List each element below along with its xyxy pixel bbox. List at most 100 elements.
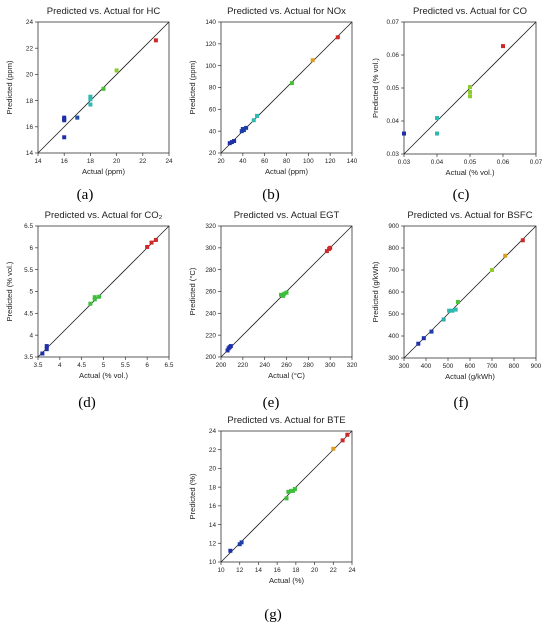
data-point [239,540,244,545]
x-tick-label: 220 [237,362,248,369]
y-axis-label: Predicted (g/kWh) [371,261,380,322]
data-point [501,44,505,49]
x-tick-label: 3.5 [34,362,43,369]
x-tick-label: 20 [311,567,319,574]
caption-f: (f) [453,395,469,411]
data-point [92,297,97,302]
data-point [279,292,284,297]
y-tick-label: 120 [205,41,216,48]
x-tick-label: 300 [399,363,410,370]
data-point [282,291,287,296]
y-tick-label: 100 [205,63,216,70]
x-tick-label: 140 [347,158,358,165]
y-tick-label: 60 [209,107,217,114]
x-tick-label: 16 [274,567,282,574]
y-tick-label: 14 [26,150,34,157]
y-tick-label: 500 [388,311,399,318]
x-tick-label: 40 [239,158,247,165]
data-point [345,432,350,437]
data-point [227,141,232,146]
x-tick-label: 0.05 [464,159,477,166]
x-tick-label: 0.04 [431,159,444,166]
y-tick-label: 22 [209,447,217,454]
chart-title: Predicted vs. Actual for HC [47,6,161,17]
y-tick-label: 20 [209,466,217,473]
data-point [44,347,49,352]
y-tick-label: 5 [29,289,33,296]
y-tick-label: 16 [26,124,34,131]
y-tick-label: 900 [388,223,399,230]
x-tick-label: 280 [303,362,314,369]
y-tick-label: 24 [209,428,217,435]
data-point [284,496,289,501]
data-point [88,94,93,99]
data-point [328,245,333,250]
y-tick-label: 0.04 [387,118,400,125]
y-axis-label: Predicted (%) [188,473,197,519]
chart-svg-egt: Predicted vs. Actual EGT 200 220 240 260 280 3… [188,210,358,380]
data-point [92,295,97,300]
y-tick-label: 300 [388,355,399,362]
y-tick-label: 300 [205,245,216,252]
x-tick-label: 100 [303,158,314,165]
y-tick-label: 24 [26,19,34,26]
chart-title: Predicted vs. Actual for BSFC [407,210,532,221]
data-point [468,94,472,99]
y-tick-label: 700 [388,267,399,274]
x-axis-label: Actual (ppm) [265,167,309,176]
data-point [520,238,525,243]
data-point [421,336,426,341]
data-point [232,138,237,143]
x-tick-label: 5 [102,362,106,369]
data-point [88,102,93,107]
chart-panel-egt: Predicted vs. Actual EGT 200 220 240 260 280 3… [183,204,366,400]
data-point [225,348,230,353]
chart-svg-hc: Predicted vs. Actual for HC 14 16 18 20 22 24 1… [5,6,173,176]
x-tick-label: 4 [58,362,62,369]
y-tick-label: 40 [209,128,217,135]
x-tick-label: 600 [465,363,476,370]
data-point [310,58,315,63]
x-tick-label: 22 [139,158,147,165]
x-tick-label: 16 [61,158,69,165]
y-tick-label: 280 [205,267,216,274]
chart-title: Predicted vs. Actual for CO [413,6,527,17]
caption-e: (e) [262,395,280,411]
y-tick-label: 800 [388,245,399,252]
data-point [447,308,452,313]
y-tick-label: 140 [205,19,216,26]
y-axis-label: Predicted (°C) [188,267,197,315]
x-tick-label: 260 [281,362,292,369]
y-tick-label: 20 [26,72,34,79]
x-tick-label: 6 [145,362,149,369]
data-point [292,487,297,492]
y-tick-label: 4 [29,332,33,339]
chart-panel-co: Predicted vs. Actual for CO 0.03 0.04 0.05 0… [366,0,550,196]
y-tick-label: 12 [209,540,217,547]
x-tick-label: 18 [292,567,300,574]
y-tick-label: 600 [388,289,399,296]
data-point [289,81,294,86]
identity-line [403,225,537,359]
data-point [416,341,421,346]
x-tick-label: 18 [87,158,95,165]
x-tick-label: 20 [217,158,225,165]
y-tick-label: 5.5 [24,267,33,274]
x-tick-label: 800 [509,363,520,370]
data-point [324,249,329,254]
data-point [402,131,406,136]
y-tick-label: 16 [209,503,217,510]
chart-title: Predicted vs. Actual EGT [234,210,340,221]
data-point [88,97,93,102]
data-point [286,489,291,494]
chart-svg-bte: Predicted vs. Actual for BTE 10 12 14 16 18 20… [188,415,356,585]
data-point [453,307,458,312]
x-axis-label: Actual (ppm) [82,167,126,176]
x-tick-label: 5.5 [121,362,130,369]
chart-panel-nox: Predicted vs. Actual for NOx 20 40 60 80 100 1… [183,0,366,196]
y-tick-label: 260 [205,289,216,296]
data-point [455,299,460,304]
data-point [441,317,446,322]
x-tick-label: 22 [330,567,338,574]
x-tick-label: 700 [487,363,498,370]
